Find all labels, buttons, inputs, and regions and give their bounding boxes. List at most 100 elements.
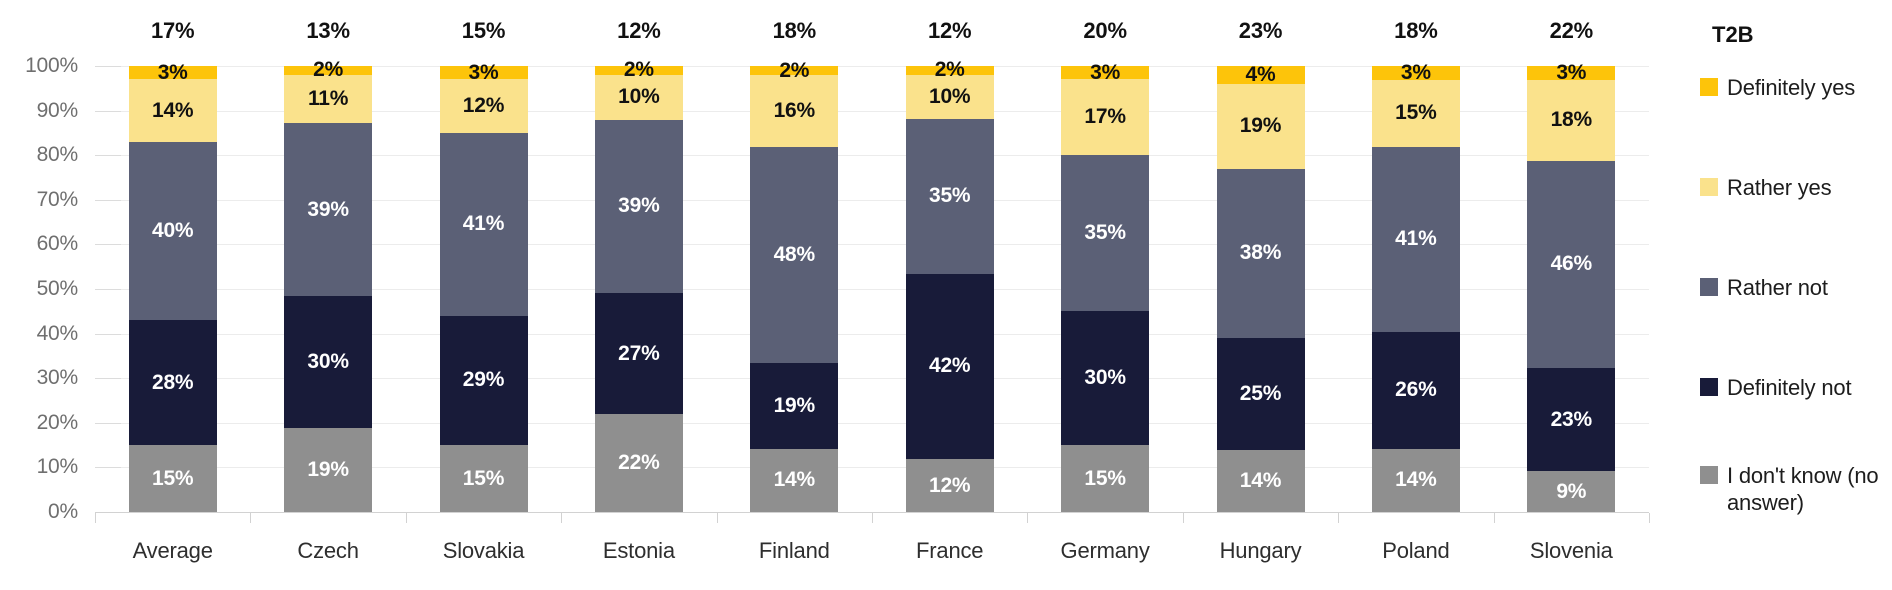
bar-segment-value: 15% (1395, 101, 1437, 125)
legend-item-label: Rather yes (1727, 175, 1832, 200)
bar-slovakia: 3% 12% 41% 29% 15% (439, 61, 528, 512)
bar-segment-value: 17% (1084, 105, 1126, 129)
bar-segment-value: 12% (928, 473, 971, 497)
bar-segment (284, 428, 373, 512)
legend-item: Definitely not (1700, 374, 1890, 401)
bar-finland: 2% 16% 48% 19% 14% (750, 59, 839, 513)
t2b-value: 15% (461, 18, 506, 43)
x-axis-tick (1493, 513, 1495, 523)
gridline (95, 289, 1649, 290)
gridline (95, 333, 1649, 335)
bar-segment (1061, 155, 1150, 312)
bar-segment-value: 14% (1239, 468, 1282, 492)
bar-segment (594, 293, 683, 414)
bar-segment-value: 35% (928, 184, 971, 208)
bar-segment-value: 48% (773, 243, 816, 267)
bar-average: 3% 14% 40% 28% 15% (128, 61, 217, 512)
x-axis-tick (1649, 513, 1650, 523)
y-axis-tick (95, 66, 121, 67)
bar-segment (1216, 168, 1305, 339)
category-label: Slovenia (1529, 538, 1613, 563)
gridline (95, 378, 1649, 380)
legend-item-label: Definitely not (1727, 375, 1852, 400)
bar-segment (594, 74, 683, 120)
bar-segment-value: 15% (151, 466, 194, 490)
y-axis-tick (95, 244, 121, 246)
bar-segment (284, 123, 373, 296)
t2b-value: 13% (306, 18, 350, 43)
bar-segment (1527, 66, 1616, 80)
bar-segment (594, 413, 683, 512)
bar-segment-value: 2% (313, 58, 344, 82)
y-axis-label: 40% (36, 321, 79, 345)
y-axis-label: 50% (36, 277, 79, 300)
bar-segment-value: 14% (773, 468, 816, 492)
bar-segment (750, 363, 839, 449)
bar-segment-value: 14% (1395, 468, 1437, 492)
bar-segment (1061, 79, 1150, 156)
bar-segment-value: 41% (462, 212, 505, 236)
bar-hungary: 4% 19% 38% 25% 14% (1216, 62, 1305, 512)
bar-segment (439, 445, 528, 512)
bar-segment (1216, 66, 1305, 84)
legend-item: Rather yes (1700, 174, 1890, 201)
bar-poland: 3% 15% 41% 26% 14% (1371, 61, 1460, 512)
bar-segment (1371, 331, 1460, 449)
bar-segment-value: 30% (307, 349, 349, 373)
bar-segment (439, 79, 528, 133)
legend-swatch-icon (1700, 378, 1718, 396)
t2b-value: 22% (1549, 18, 1594, 43)
bar-segment-value: 3% (157, 60, 188, 84)
bar-segment-value: 3% (1090, 60, 1121, 84)
bar-segment (1216, 338, 1305, 450)
bar-segment (284, 66, 373, 75)
legend-item: I don't know (no answer) (1700, 462, 1890, 516)
y-axis-tick (95, 199, 121, 201)
bar-segment-value: 39% (618, 194, 660, 218)
x-axis-tick (1182, 513, 1184, 523)
t2b-value: 12% (927, 18, 972, 43)
y-axis-tick (95, 422, 121, 424)
bar-segment (1216, 83, 1305, 169)
x-axis-tick (405, 513, 407, 523)
bar-segment-value: 14% (151, 98, 194, 122)
x-axis-tick (95, 513, 96, 523)
bar-segment (284, 295, 373, 429)
bar-segment-value: 41% (1395, 227, 1437, 251)
bar-segment (128, 320, 217, 446)
x-axis-tick (716, 513, 718, 523)
bar-segment (1371, 448, 1460, 512)
category-label: Hungary (1219, 538, 1302, 563)
category-label: Czech (297, 538, 359, 563)
bar-segment (1527, 367, 1616, 472)
bar-segment-value: 2% (779, 58, 810, 82)
bar-segment-value: 23% (1550, 407, 1593, 431)
bar-segment-value: 11% (307, 87, 349, 111)
t2b-value: 12% (617, 18, 661, 43)
bar-segment (750, 448, 839, 513)
bar-segment (905, 74, 994, 119)
bar-segment-value: 4% (1245, 62, 1276, 86)
bar-segment (128, 79, 217, 142)
bar-segment (905, 273, 994, 459)
y-axis-tick (95, 333, 121, 335)
legend-title: T2B (1712, 22, 1754, 47)
legend-item: Definitely yes (1700, 74, 1890, 101)
bar-segment-value: 3% (1556, 60, 1587, 84)
category-label: France (916, 538, 984, 563)
category-label: Finland (758, 538, 830, 563)
y-axis-label: 60% (36, 232, 79, 256)
t2b-value: 23% (1238, 18, 1283, 43)
category-label: Average (132, 538, 213, 563)
bar-segment-value: 3% (468, 60, 499, 84)
t2b-value: 20% (1083, 18, 1127, 43)
bar-segment-value: 15% (462, 466, 505, 490)
bar-segment (905, 118, 994, 274)
bar-segment (1371, 66, 1460, 80)
x-axis-tick (250, 513, 252, 523)
bar-segment-value: 38% (1239, 241, 1282, 265)
legend-swatch-icon (1700, 78, 1718, 96)
bar-segment (750, 147, 839, 364)
bar-segment (750, 75, 839, 148)
x-axis-tick (872, 513, 873, 523)
